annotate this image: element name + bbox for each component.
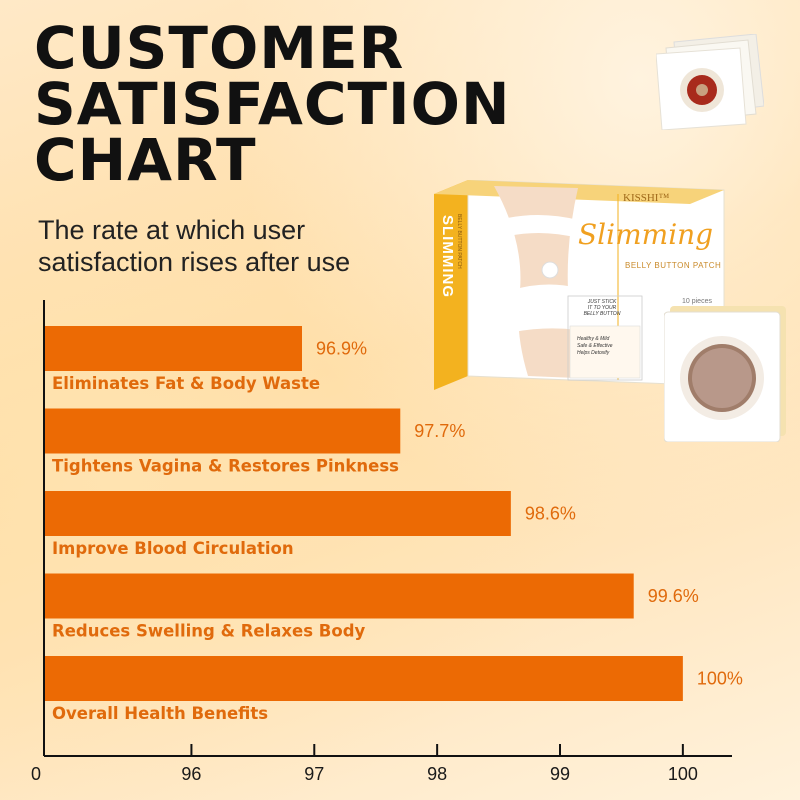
bar (44, 573, 634, 619)
usage-note-line: BELLY BUTTON (583, 311, 621, 317)
feature-line: Helps Detoxify (577, 350, 610, 356)
product-box-image (434, 180, 725, 390)
product-usage-note: JUST STICK IT TO YOUR BELLY BUTTON (575, 299, 629, 317)
feature-line: Healthy & Mild (577, 336, 610, 342)
usage-note-line: JUST STICK (587, 299, 617, 305)
category-label: Reduces Swelling & Relaxes Body (52, 622, 366, 641)
chart-subtitle: The rate at which user satisfaction rise… (38, 214, 398, 278)
title-line: CHART (34, 126, 257, 194)
category-label: Improve Blood Circulation (52, 539, 294, 558)
category-label: Tightens Vagina & Restores Pinkness (52, 457, 399, 476)
feature-line: Safe & Effective (577, 343, 613, 349)
value-label: 99.6% (648, 586, 699, 606)
patch-stack-image (656, 34, 764, 130)
usage-note-line: IT TO YOUR (587, 305, 617, 311)
category-label: Eliminates Fat & Body Waste (52, 374, 320, 393)
title-line: CUSTOMER (34, 14, 405, 82)
patch-front-image (664, 306, 786, 442)
subtitle-line: The rate at which user (38, 215, 306, 245)
product-subtitle: BELLY BUTTON PATCH (625, 261, 722, 270)
bar (44, 408, 401, 454)
bars-layer: 96.9% Eliminates Fat & Body Waste 97.7% Tig… (44, 326, 743, 723)
value-label: 96.9% (316, 339, 367, 359)
chart-title: CUSTOMER SATISFACTION CHART (34, 14, 511, 194)
title-line: SATISFACTION (34, 70, 511, 138)
x-tick-label: 99 (550, 764, 570, 784)
product-name: Slimming (578, 218, 714, 251)
x-tick-label: 100 (668, 764, 698, 784)
bar (44, 656, 683, 701)
subtitle-line: satisfaction rises after use (38, 247, 351, 277)
product-brand: KISSHI™ (623, 192, 670, 204)
x-tick-label: 97 (304, 764, 324, 784)
bar (44, 326, 302, 371)
product-side-name: SLIMMING (439, 215, 456, 298)
x-tick-label: 96 (181, 764, 201, 784)
bar (44, 491, 511, 536)
product-feature-list: Healthy & Mild Safe & Effective Helps De… (577, 336, 633, 357)
x-tick-label: 98 (427, 764, 447, 784)
category-label: Overall Health Benefits (52, 704, 268, 723)
product-pieces: 10 pieces (682, 298, 712, 305)
product-side-subtitle: BELLY BUTTON PATCH (456, 214, 462, 269)
value-label: 100% (697, 669, 743, 689)
value-label: 98.6% (525, 504, 576, 524)
value-label: 97.7% (414, 421, 465, 441)
x-tick-label: 0 (31, 764, 41, 784)
x-axis: 0 96 97 98 99 100 (31, 300, 732, 784)
